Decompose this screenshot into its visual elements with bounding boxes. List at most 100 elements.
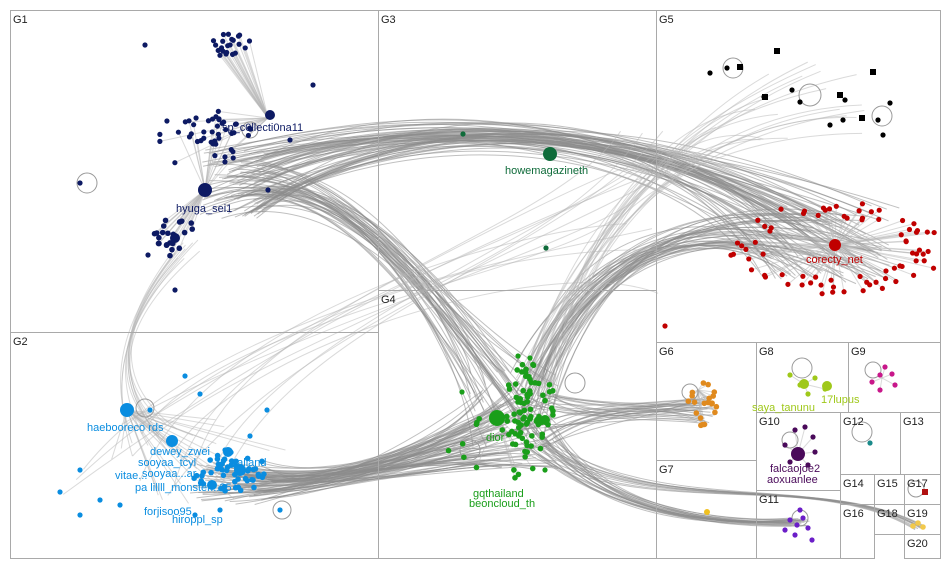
node-g5	[883, 268, 889, 274]
node-label-17lupus: 17lupus	[821, 394, 860, 406]
edge	[697, 389, 706, 425]
node-g1	[216, 135, 222, 141]
edge	[824, 210, 836, 246]
group-label-g12: G12	[843, 416, 864, 428]
node-g5	[762, 223, 768, 229]
edge	[448, 417, 498, 452]
edge	[208, 135, 822, 222]
edge	[208, 119, 761, 273]
edge	[169, 189, 206, 256]
node-g1	[247, 125, 253, 131]
node-g5	[844, 215, 850, 221]
edge	[206, 190, 538, 378]
edge	[834, 244, 901, 267]
node-g5	[916, 247, 923, 253]
edge	[267, 132, 900, 209]
node-label-sooyaa-ar: sooyaa...ar	[142, 468, 197, 480]
node-g2	[166, 435, 178, 447]
node-g5	[768, 225, 774, 231]
edge	[834, 244, 845, 292]
edge	[834, 218, 880, 246]
edge	[551, 64, 816, 400]
node-g5	[931, 229, 937, 236]
node-g4	[504, 418, 511, 424]
edge	[834, 244, 917, 262]
node-g2	[249, 476, 255, 483]
edge	[834, 244, 895, 269]
edge	[167, 175, 661, 496]
node-g5	[785, 281, 791, 287]
edge	[200, 193, 553, 432]
self-loop	[864, 361, 882, 379]
node-g19	[910, 523, 916, 529]
node-g4	[540, 415, 550, 425]
edge	[240, 194, 508, 439]
node-g8	[787, 372, 793, 378]
edge	[520, 108, 840, 388]
node-g5	[913, 258, 919, 264]
node-g5	[826, 206, 833, 212]
edge	[525, 132, 863, 375]
node-g1	[186, 118, 192, 124]
edge	[126, 409, 270, 452]
node-g1	[193, 115, 199, 121]
node-g1	[162, 217, 169, 224]
edge	[834, 206, 837, 246]
node-label-beoncloud-th: beoncloud_th	[469, 498, 535, 510]
edge	[248, 40, 269, 119]
node-g2	[223, 447, 233, 457]
group-label-g7: G7	[659, 464, 674, 476]
node-g5	[925, 248, 931, 255]
node-g4	[505, 382, 512, 388]
edge	[242, 140, 892, 251]
node-g5	[734, 240, 741, 246]
node-g2	[57, 489, 63, 495]
node-g1	[165, 230, 171, 237]
node-g5	[800, 273, 806, 279]
edge	[254, 176, 504, 373]
edge	[260, 142, 790, 251]
node-g1	[154, 230, 160, 236]
edge	[126, 409, 200, 453]
edge	[225, 194, 552, 446]
node-g5	[921, 258, 927, 264]
node-label-monster: pa lillll_monster...25	[135, 482, 232, 494]
node-black-group	[842, 97, 848, 103]
edge	[769, 230, 836, 246]
node-g5	[882, 275, 889, 282]
edge	[203, 117, 269, 139]
edge	[238, 44, 269, 119]
node-g6	[691, 399, 698, 406]
edge	[193, 124, 206, 191]
node-g5	[815, 212, 821, 218]
node-g17	[922, 489, 928, 495]
node-label-vitae: vitae...	[115, 470, 147, 482]
edge	[834, 244, 864, 291]
node-black-group	[840, 117, 846, 123]
node-g4	[506, 431, 512, 438]
node-g5	[893, 278, 899, 285]
node-g1	[220, 38, 226, 44]
node-g4	[527, 355, 533, 361]
node-g2	[244, 455, 251, 462]
edge	[250, 133, 794, 249]
node-g1	[223, 126, 229, 133]
edge	[227, 130, 872, 215]
edge	[834, 232, 935, 246]
edge	[256, 130, 887, 210]
node-g10	[810, 434, 816, 440]
edge	[267, 462, 532, 480]
edge	[233, 191, 551, 386]
group-label-g15: G15	[877, 478, 898, 490]
node-g2	[255, 471, 262, 478]
edge	[217, 50, 269, 119]
edge	[226, 52, 269, 119]
node-g3	[543, 147, 557, 161]
node-black-group	[870, 69, 876, 75]
node-g5	[746, 256, 752, 262]
node-g5	[920, 251, 926, 257]
node-g1	[210, 141, 216, 147]
node-g4	[527, 406, 534, 413]
node-g1	[231, 130, 237, 136]
edge	[834, 229, 910, 246]
